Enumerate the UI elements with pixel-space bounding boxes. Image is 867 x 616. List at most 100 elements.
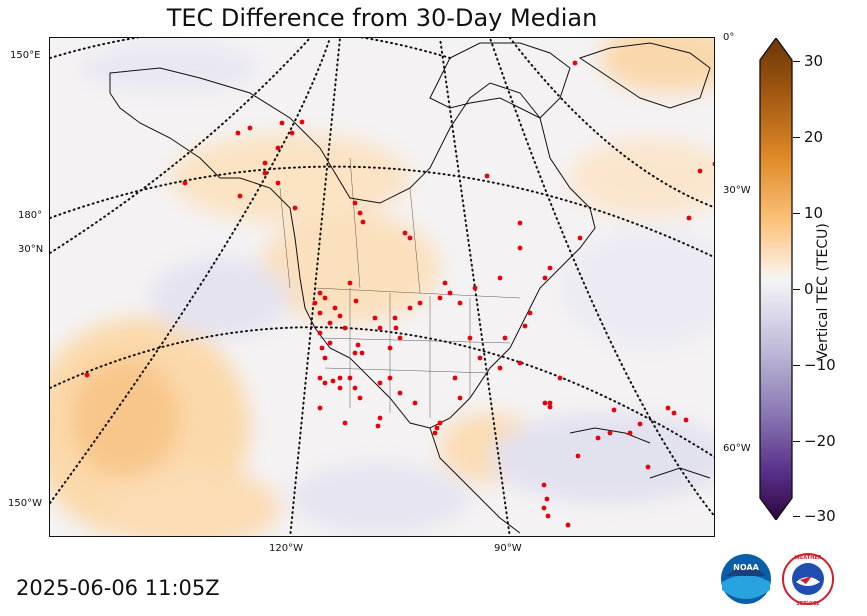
station-marker: [683, 417, 689, 423]
station-marker: [327, 340, 333, 346]
lat-line-30n: [50, 326, 714, 458]
station-marker: [402, 230, 408, 236]
station-marker: [377, 325, 383, 331]
station-marker: [352, 200, 358, 206]
station-marker: [417, 300, 423, 306]
station-marker: [337, 313, 343, 319]
station-marker: [237, 193, 243, 199]
station-marker: [547, 265, 553, 271]
station-marker: [352, 385, 358, 391]
station-marker: [607, 430, 613, 436]
station-marker: [372, 315, 378, 321]
station-marker: [322, 380, 328, 386]
cb-tick-0: 0: [804, 280, 814, 298]
arctic-islands-outline: [429, 42, 571, 119]
station-marker: [319, 345, 325, 351]
station-marker: [337, 375, 343, 381]
station-marker: [542, 275, 548, 281]
lat-label-30n: 30°N: [18, 244, 44, 255]
station-marker: [432, 430, 438, 436]
timestamp: 2025-06-06 11:05Z: [16, 576, 220, 600]
station-marker: [545, 513, 551, 519]
lon-label-0: 0°: [723, 32, 735, 43]
station-marker: [393, 325, 399, 331]
lon-label-60w: 60°W: [723, 443, 751, 454]
cb-tick-neg20: −20: [804, 432, 836, 450]
cb-tick-20: 20: [804, 128, 824, 146]
political-borders: [279, 157, 521, 418]
station-marker: [347, 375, 353, 381]
station-marker: [611, 407, 617, 413]
central-america-outline: [429, 427, 521, 534]
station-marker: [447, 290, 453, 296]
station-marker: [330, 378, 336, 384]
station-marker: [557, 375, 563, 381]
lon-label-180: 180°: [18, 210, 43, 221]
station-marker: [392, 315, 398, 321]
lon-line-90w: [439, 38, 511, 536]
station-marker: [247, 125, 253, 131]
lon-label-150w: 150°W: [8, 498, 42, 509]
station-marker: [359, 350, 365, 356]
cb-tick-30: 30: [804, 52, 824, 70]
station-marker: [317, 310, 323, 316]
station-marker: [347, 280, 353, 286]
graticule: [50, 38, 714, 536]
station-marker: [697, 168, 703, 174]
station-marker: [565, 522, 571, 528]
cb-tick-10: 10: [804, 204, 824, 222]
station-marker: [544, 496, 550, 502]
station-marker: [434, 425, 440, 431]
station-marker: [502, 335, 508, 341]
station-marker: [342, 420, 348, 426]
station-marker: [292, 205, 298, 211]
station-marker: [712, 161, 714, 167]
noaa-logo: NOAA: [721, 554, 771, 604]
svg-text:SERVICE: SERVICE: [796, 601, 820, 607]
ionosonde-stations: [84, 60, 714, 528]
station-marker: [289, 130, 295, 136]
station-marker: [527, 310, 533, 316]
lon-label-30w: 30°W: [723, 185, 751, 196]
cb-tick-mark: [793, 365, 800, 367]
station-marker: [477, 355, 483, 361]
station-marker: [472, 285, 478, 291]
station-marker: [337, 385, 343, 391]
colorbar-gradient: [759, 38, 793, 520]
station-marker: [517, 245, 523, 251]
station-marker: [437, 420, 443, 426]
cb-tick-mark: [793, 61, 800, 63]
station-marker: [342, 325, 348, 331]
station-marker: [397, 390, 403, 396]
station-marker: [377, 415, 383, 421]
station-marker: [437, 295, 443, 301]
station-marker: [517, 360, 523, 366]
lon-line-150w: [50, 38, 331, 504]
station-marker: [262, 170, 268, 176]
lon-label-150e: 150°E: [10, 50, 41, 61]
station-marker: [407, 235, 413, 241]
station-marker: [397, 335, 403, 341]
caribbean-outline: [569, 427, 651, 444]
station-marker: [577, 235, 583, 241]
station-marker: [327, 320, 333, 326]
station-marker: [357, 210, 363, 216]
station-marker: [317, 405, 323, 411]
station-marker: [637, 421, 643, 427]
cb-tick-mark: [793, 137, 800, 139]
station-marker: [322, 355, 328, 361]
north-america-outline: [109, 67, 596, 429]
station-marker: [312, 300, 318, 306]
station-marker: [317, 330, 323, 336]
station-marker: [541, 482, 547, 488]
station-marker: [182, 180, 188, 186]
station-marker: [575, 453, 581, 459]
station-marker: [299, 119, 305, 125]
station-marker: [352, 350, 358, 356]
station-marker: [317, 375, 323, 381]
colorbar: 30 20 10 0 −10 −20 −30 Vertical TEC (TEC…: [755, 38, 865, 525]
station-marker: [627, 430, 633, 436]
station-marker: [387, 345, 393, 351]
station-marker: [275, 145, 281, 151]
station-marker: [645, 464, 651, 470]
